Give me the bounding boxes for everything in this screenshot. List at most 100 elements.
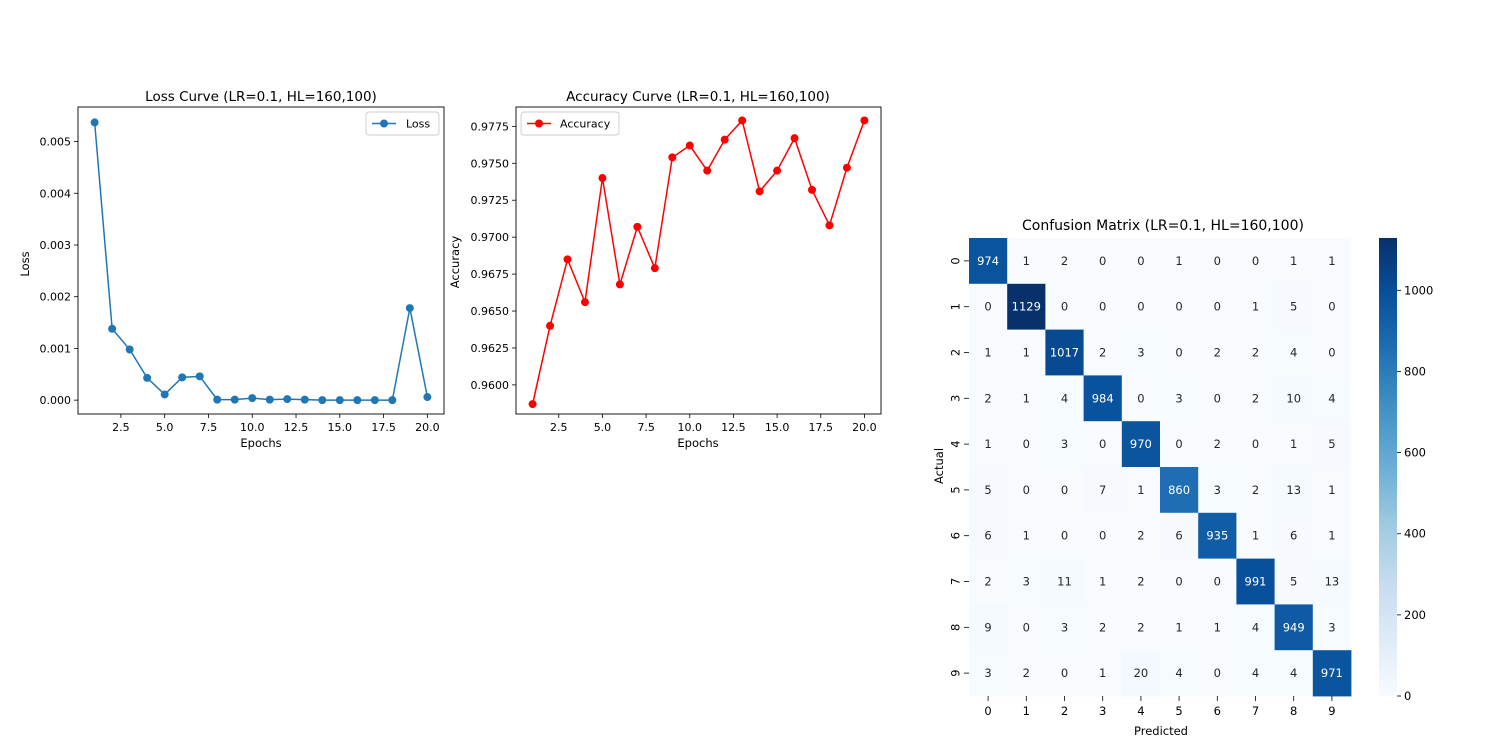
confusion-matrix-cell-value: 1 [1328, 254, 1335, 268]
confusion-matrix-cell [1045, 238, 1084, 285]
confusion-matrix-cell [1198, 467, 1237, 514]
confusion-matrix-cell-value: 1 [984, 437, 991, 451]
confusion-matrix-cell [1083, 283, 1123, 330]
confusion-matrix-cell-value: 0 [1137, 254, 1144, 268]
accuracy-data-point [738, 116, 747, 125]
confusion-matrix-cell-value: 0 [1214, 391, 1221, 405]
accuracy-x-tick-label: 5.0 [594, 421, 612, 434]
accuracy-x-tick-label: 20.0 [852, 421, 877, 434]
confusion-matrix-cell [1083, 238, 1123, 285]
confusion-matrix-cell [1160, 283, 1199, 330]
confusion-matrix-cell [1236, 650, 1275, 697]
confusion-matrix-cell [1007, 375, 1046, 422]
accuracy-data-point [773, 166, 782, 175]
confusion-matrix-y-tick-label: 0 [949, 257, 963, 264]
confusion-matrix-cell-value: 0 [1137, 300, 1144, 314]
confusion-matrix-cell-value: 0 [1214, 666, 1221, 680]
confusion-matrix-cell-value: 4 [1252, 620, 1259, 634]
confusion-matrix-cell-value: 1 [984, 346, 991, 360]
confusion-matrix-cell [1007, 238, 1046, 285]
confusion-matrix-cell-value: 984 [1092, 391, 1114, 405]
confusion-matrix-cell-value: 0 [1023, 483, 1030, 497]
accuracy-chart-title: Accuracy Curve (LR=0.1, HL=160,100) [566, 89, 830, 105]
confusion-matrix-cell [969, 604, 1008, 651]
confusion-matrix-y-tick-label: 3 [949, 395, 963, 402]
loss-data-point [405, 304, 414, 313]
confusion-matrix-cell [1007, 558, 1046, 605]
loss-y-ticks: 0.000 0.001 0.002 0.003 0.004 0.005 [40, 136, 78, 407]
confusion-matrix-cell [1160, 421, 1199, 468]
confusion-matrix-cell-value: 0 [1023, 620, 1030, 634]
confusion-matrix-cell-value: 13 [1286, 483, 1301, 497]
confusion-matrix-cell [1160, 512, 1199, 559]
confusion-matrix-x-axis-label: Predicted [1134, 724, 1188, 738]
colorbar-tick-label: 800 [1404, 364, 1426, 378]
confusion-matrix-cell-value: 5 [1290, 575, 1297, 589]
confusion-matrix-cell-value: 5 [1290, 300, 1297, 314]
confusion-matrix-cell [1236, 283, 1275, 330]
loss-x-tick-label: 12.5 [284, 421, 309, 434]
confusion-matrix-x-tick-label: 9 [1328, 704, 1335, 718]
confusion-matrix-cell-value: 4 [1175, 666, 1182, 680]
loss-chart-marks [90, 118, 432, 405]
confusion-matrix-cell [1160, 467, 1199, 514]
confusion-matrix-cell [969, 238, 1008, 285]
confusion-matrix-cell-value: 1 [1328, 529, 1335, 543]
loss-data-point [283, 395, 292, 404]
confusion-matrix-cell-value: 4 [1290, 346, 1297, 360]
confusion-matrix-cell [1007, 512, 1046, 559]
confusion-matrix-cell-value: 2 [1099, 346, 1106, 360]
confusion-matrix-cell-value: 2 [1137, 620, 1144, 634]
confusion-matrix-chart: Confusion Matrix (LR=0.1, HL=160,100) 97… [932, 218, 1433, 738]
accuracy-data-point [633, 222, 642, 231]
confusion-matrix-y-tick-label: 9 [949, 669, 963, 676]
loss-data-point [370, 396, 379, 405]
accuracy-y-tick-label: 0.9750 [471, 157, 510, 170]
confusion-matrix-cell-value: 2 [984, 391, 991, 405]
confusion-matrix-cell [1198, 375, 1237, 422]
loss-data-point [248, 394, 257, 403]
confusion-matrix-y-ticks: 0 1 2 3 4 5 6 7 8 9 [949, 257, 969, 677]
confusion-matrix-cell-value: 2 [1252, 483, 1259, 497]
confusion-matrix-cell-value: 971 [1321, 666, 1343, 680]
confusion-matrix-cell-value: 0 [1328, 300, 1335, 314]
confusion-matrix-cell-value: 2 [1023, 666, 1030, 680]
confusion-matrix-cell [969, 375, 1008, 422]
confusion-matrix-cell [1083, 558, 1123, 605]
confusion-matrix-cell [1236, 558, 1275, 605]
accuracy-data-point [755, 187, 764, 196]
confusion-matrix-cell-value: 974 [977, 254, 999, 268]
confusion-matrix-cell-value: 20 [1134, 666, 1149, 680]
confusion-matrix-cell-value: 11 [1057, 575, 1072, 589]
confusion-matrix-cell-value: 2 [1252, 391, 1259, 405]
accuracy-data-point [546, 321, 555, 330]
confusion-matrix-cell [1121, 421, 1161, 468]
loss-data-point [195, 372, 204, 381]
confusion-matrix-cell [1236, 329, 1275, 376]
loss-series-line [93, 122, 429, 401]
confusion-matrix-cell [1045, 375, 1084, 422]
confusion-matrix-cell [1083, 650, 1123, 697]
confusion-matrix-cell [1312, 238, 1352, 285]
confusion-matrix-cell [1083, 329, 1123, 376]
confusion-matrix-cell-value: 2 [1061, 254, 1068, 268]
confusion-matrix-cell-value: 5 [984, 483, 991, 497]
confusion-matrix-y-tick-label: 6 [949, 532, 963, 539]
confusion-matrix-cell-value: 7 [1099, 483, 1106, 497]
confusion-matrix-cell [1198, 604, 1237, 651]
confusion-matrix-cell-value: 3 [1214, 483, 1221, 497]
confusion-matrix-cell [1198, 329, 1237, 376]
confusion-matrix-x-tick-label: 4 [1137, 704, 1144, 718]
confusion-matrix-x-tick-label: 8 [1290, 704, 1297, 718]
confusion-matrix-cell-value: 2 [984, 575, 991, 589]
accuracy-data-point [808, 185, 817, 194]
accuracy-y-tick-label: 0.9600 [471, 379, 510, 392]
confusion-matrix-cell-value: 1 [1099, 575, 1106, 589]
confusion-matrix-cell [1045, 329, 1084, 376]
accuracy-x-tick-label: 10.0 [678, 421, 703, 434]
accuracy-data-point [825, 221, 834, 230]
loss-data-point [160, 390, 169, 399]
confusion-matrix-cell [1236, 512, 1275, 559]
confusion-matrix-cell-value: 0 [1252, 254, 1259, 268]
accuracy-data-point [650, 264, 659, 273]
